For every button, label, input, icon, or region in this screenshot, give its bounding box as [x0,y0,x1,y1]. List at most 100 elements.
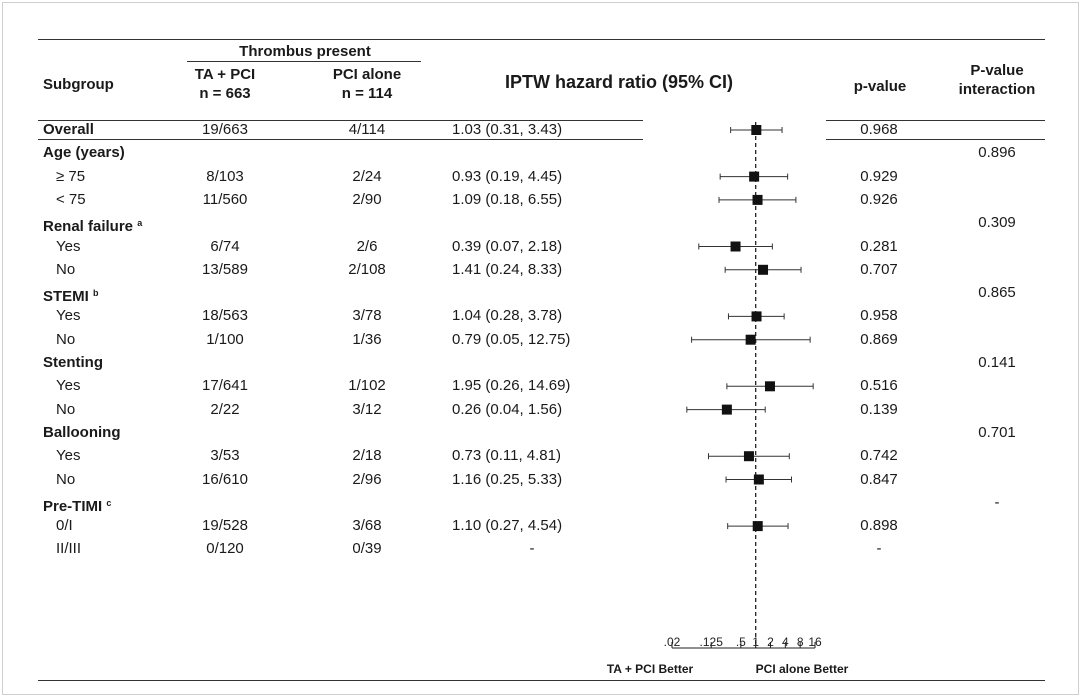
header-ta-pci: TA + PCI [194,66,256,83]
row-label: No [56,470,76,488]
ta-pci-events: 18/563 [202,307,248,325]
header-ta-pci-n: n = 663 [199,85,251,102]
pvalue: 0.926 [860,190,898,208]
pvalue-interaction: 0.896 [978,144,1016,162]
row-label-text: Renal failure [43,218,134,236]
pvalue: 0.281 [860,237,898,255]
ta-pci-events: 8/103 [206,167,244,185]
ta-pci-events: 17/641 [202,377,248,395]
row-label-text: STEMI [43,288,89,306]
hazard-ratio-text: 0.73 (0.11, 4.81) [452,447,561,465]
row-label-text: Pre-TIMI [43,497,103,515]
hazard-ratio-text: 0.39 (0.07, 2.18) [452,237,563,255]
pvalue-interaction: 0.141 [978,354,1016,371]
row-label: STEMI b [43,284,99,306]
pci-alone-events: 3/78 [352,307,382,325]
ta-pci-events: 3/53 [210,447,240,465]
pvalue: 0.847 [860,470,898,488]
pci-alone-events: 3/12 [352,400,382,418]
top-rule [38,39,1045,40]
x-tick-label: 2 [767,635,774,649]
row-label: ≥ 75 [56,167,86,185]
hazard-ratio-marker [743,451,754,462]
pci-alone-events: 1/36 [352,330,382,348]
pvalue: 0.869 [860,330,898,348]
pvalue: 0.139 [860,400,898,418]
pvalue: - [876,540,882,558]
x-tick-label: 1 [752,635,759,649]
ta-pci-events: 0/120 [206,540,244,558]
row-label: Yes [56,307,81,325]
hazard-ratio-text: 1.04 (0.28, 3.78) [452,307,563,325]
x-tick-label: 8 [797,635,804,649]
ta-pci-events: 13/589 [202,260,248,278]
row-label: Yes [56,447,81,465]
right-favour-label: PCI alone Better [755,662,849,676]
footnote-marker: c [106,497,112,508]
hazard-ratio-marker [752,194,763,205]
header-pci-alone-n: n = 114 [341,85,393,102]
hazard-ratio-marker [751,125,762,135]
overall-rule-right [826,139,1045,140]
ta-pci-events: 6/74 [210,237,240,255]
pvalue-interaction: - [994,493,1000,511]
hazard-ratio-marker [752,521,763,532]
x-tick-label: .125 [700,635,724,649]
pci-alone-events: 2/24 [352,167,382,185]
hazard-ratio-text: 1.10 (0.27, 4.54) [452,517,563,535]
left-favour-label: TA + PCI Better [606,662,694,676]
overall-rule-left [38,139,643,140]
ta-pci-events: 1/100 [206,330,244,348]
row-label: Pre-TIMI c [43,494,111,516]
row-label: Renal failure a [43,214,142,236]
hazard-ratio-text: - [529,540,535,558]
hazard-ratio-text: 1.09 (0.18, 6.55) [452,190,563,208]
hazard-ratio-text: 1.95 (0.26, 14.69) [452,377,571,395]
hazard-ratio-marker [730,241,741,252]
pvalue: 0.707 [860,260,898,278]
header-thrombus-present: Thrombus present [239,43,371,60]
pvalue-interaction: 0.701 [978,423,1016,441]
header-bottom-rule-right [826,120,1045,121]
ta-pci-events: 2/22 [210,400,240,418]
header-pvalue-interaction-2: interaction [958,81,1036,98]
header-subgroup: Subgroup [43,76,114,93]
hazard-ratio-marker [721,404,732,415]
ta-pci-events: 11/560 [202,190,248,208]
row-label: No [56,330,76,348]
header-hazard-ratio: IPTW hazard ratio (95% CI) [504,72,734,92]
hazard-ratio-text: 1.41 (0.24, 8.33) [452,260,563,278]
hazard-ratio-marker [749,171,760,182]
pvalue: 0.929 [860,167,898,185]
header-pvalue: p-value [853,78,907,95]
pci-alone-events: 4/114 [348,121,386,138]
bottom-rule [38,680,1045,681]
row-label: < 75 [56,190,86,208]
pci-alone-events: 2/108 [348,260,386,278]
hazard-ratio-marker [764,381,775,392]
pci-alone-events: 1/102 [348,377,386,395]
row-label: II/III [56,540,82,558]
x-tick-label: 16 [808,635,822,649]
x-tick-label: 4 [782,635,789,649]
pvalue: 0.742 [860,447,898,465]
row-label: No [56,400,76,418]
pvalue: 0.516 [860,377,898,395]
row-label: Stenting [43,354,103,371]
ta-pci-events: 19/528 [202,517,248,535]
footnote-marker: b [93,288,99,299]
header-pvalue-interaction-1: P-value [970,62,1024,79]
hazard-ratio-text: 0.93 (0.19, 4.45) [452,167,563,185]
hazard-ratio-marker [745,334,756,345]
row-label: Yes [56,237,81,255]
hazard-ratio-marker [758,264,769,275]
pci-alone-events: 2/96 [352,470,382,488]
row-label: 0/I [56,517,73,535]
hazard-ratio-text: 1.03 (0.31, 3.43) [452,121,563,138]
row-label: Age (years) [43,144,125,162]
hazard-ratio-text: 0.79 (0.05, 12.75) [452,330,571,348]
hazard-ratio-marker [751,311,762,322]
row-label: Overall [43,121,94,138]
